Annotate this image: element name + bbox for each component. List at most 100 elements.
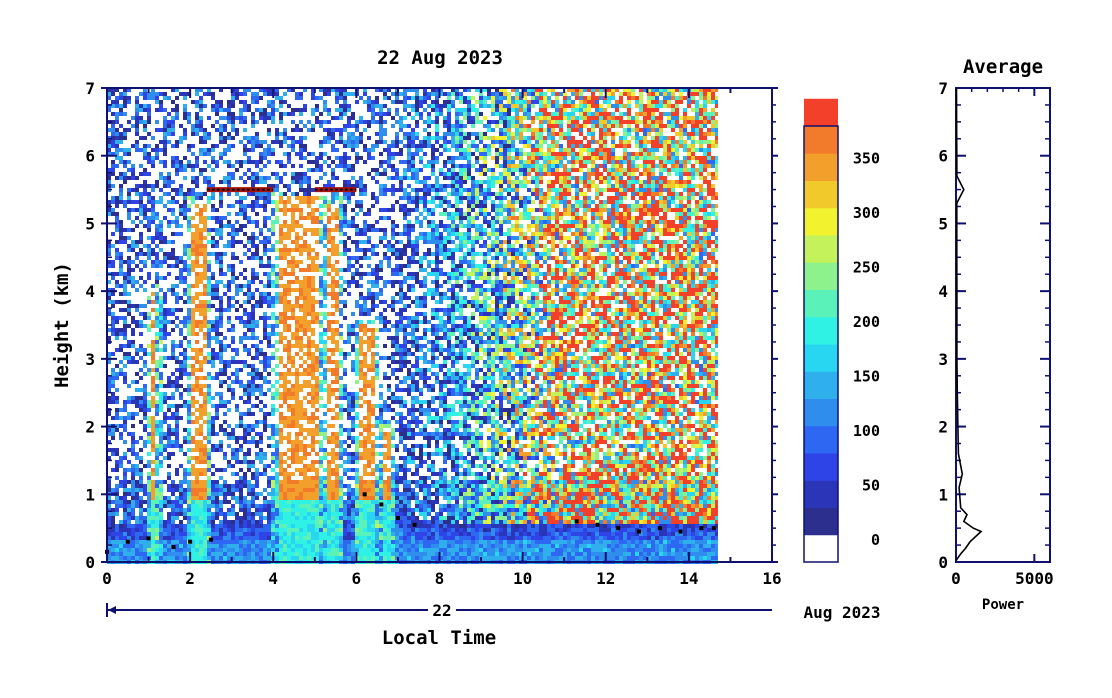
heatmap-cell xyxy=(347,328,351,332)
heatmap-cell xyxy=(339,428,343,432)
heatmap-cell xyxy=(131,168,135,172)
heatmap-cell xyxy=(167,444,171,448)
heatmap-cell xyxy=(295,288,299,292)
heatmap-cell xyxy=(335,108,339,112)
heatmap-cell xyxy=(211,228,215,232)
heatmap-cell xyxy=(219,552,223,556)
heatmap-cell xyxy=(207,428,211,432)
heatmap-cell xyxy=(331,268,335,272)
heatmap-cell xyxy=(239,536,243,540)
heatmap-cell xyxy=(211,552,215,556)
heatmap-cell xyxy=(163,236,167,240)
heatmap-cell xyxy=(275,200,279,204)
heatmap-cell xyxy=(119,252,123,256)
heatmap-cell xyxy=(135,132,139,136)
heatmap-cell xyxy=(363,356,367,360)
heatmap-cell xyxy=(355,528,359,532)
heatmap-cell xyxy=(283,500,287,504)
heatmap-cell xyxy=(187,516,191,520)
heatmap-cell xyxy=(291,344,295,348)
heatmap-cell xyxy=(275,528,279,532)
heatmap-cell xyxy=(315,528,319,532)
heatmap-cell xyxy=(247,280,251,284)
heatmap-cell xyxy=(127,236,131,240)
heatmap-cell xyxy=(203,344,207,348)
heatmap-cell xyxy=(107,312,111,316)
heatmap-cell xyxy=(111,160,115,164)
heatmap-cell xyxy=(327,232,331,236)
heatmap-cell xyxy=(335,260,339,264)
heatmap-cell xyxy=(127,532,131,536)
heatmap-cell xyxy=(135,216,139,220)
heatmap-cell xyxy=(183,540,187,544)
heatmap-cell xyxy=(159,548,163,552)
heatmap-cell xyxy=(211,360,215,364)
heatmap-cell xyxy=(191,324,195,328)
heatmap-cell xyxy=(203,312,207,316)
heatmap-cell xyxy=(223,516,227,520)
heatmap-cell xyxy=(199,220,203,224)
heatmap-cell xyxy=(275,392,279,396)
heatmap-cell xyxy=(175,296,179,300)
heatmap-cell xyxy=(171,128,175,132)
heatmap-cell xyxy=(331,468,335,472)
heatmap-cell xyxy=(195,196,199,200)
heatmap-cell xyxy=(111,376,115,380)
heatmap-cell xyxy=(303,284,307,288)
heatmap-cell xyxy=(171,540,175,544)
heatmap-cell xyxy=(127,344,131,348)
heatmap-cell xyxy=(275,184,279,188)
heatmap-cell xyxy=(347,504,351,508)
heatmap-cell xyxy=(159,552,163,556)
heatmap-cell xyxy=(163,552,167,556)
heatmap-cell xyxy=(175,172,179,176)
heatmap-cell xyxy=(291,480,295,484)
heatmap-cell xyxy=(215,252,219,256)
heatmap-cell xyxy=(179,404,183,408)
heatmap-cell xyxy=(203,268,207,272)
heatmap-cell xyxy=(111,164,115,168)
heatmap-cell xyxy=(175,556,179,560)
heatmap-cell xyxy=(111,528,115,532)
heatmap-cell xyxy=(247,216,251,220)
heatmap-cell xyxy=(215,548,219,552)
heatmap-cell xyxy=(259,528,263,532)
heatmap-cell xyxy=(119,232,123,236)
heatmap-cell xyxy=(323,428,327,432)
heatmap-cell xyxy=(339,364,343,368)
heatmap-cell xyxy=(191,124,195,128)
heatmap-cell xyxy=(287,88,291,92)
heatmap-cell xyxy=(271,100,275,104)
heatmap-cell xyxy=(303,396,307,400)
heatmap-cell xyxy=(355,520,359,524)
heatmap-cell xyxy=(339,104,343,108)
heatmap-cell xyxy=(211,92,215,96)
heatmap-cell xyxy=(343,216,347,220)
heatmap-cell xyxy=(147,368,151,372)
heatmap-cell xyxy=(259,516,263,520)
heatmap-cell xyxy=(223,336,227,340)
heatmap-cell xyxy=(147,104,151,108)
heatmap-cell xyxy=(131,424,135,428)
heatmap-cell xyxy=(263,216,267,220)
heatmap-cell xyxy=(231,524,235,528)
heatmap-cell xyxy=(247,492,251,496)
heatmap-cell xyxy=(371,352,375,356)
heatmap-cell xyxy=(179,140,183,144)
heatmap-cell xyxy=(327,272,331,276)
heatmap-cell xyxy=(155,472,159,476)
heatmap-cell xyxy=(279,284,283,288)
heatmap-cell xyxy=(239,504,243,508)
heatmap-cell xyxy=(131,540,135,544)
heatmap-cell xyxy=(347,260,351,264)
heatmap-cell xyxy=(123,272,127,276)
heatmap-cell xyxy=(291,308,295,312)
heatmap-cell xyxy=(239,444,243,448)
heatmap-cell xyxy=(367,296,371,300)
heatmap-cell xyxy=(207,488,211,492)
heatmap-cell xyxy=(303,548,307,552)
heatmap-cell xyxy=(339,212,343,216)
heatmap-cell xyxy=(311,284,315,288)
heatmap-cell xyxy=(227,268,231,272)
heatmap-cell xyxy=(355,144,359,148)
